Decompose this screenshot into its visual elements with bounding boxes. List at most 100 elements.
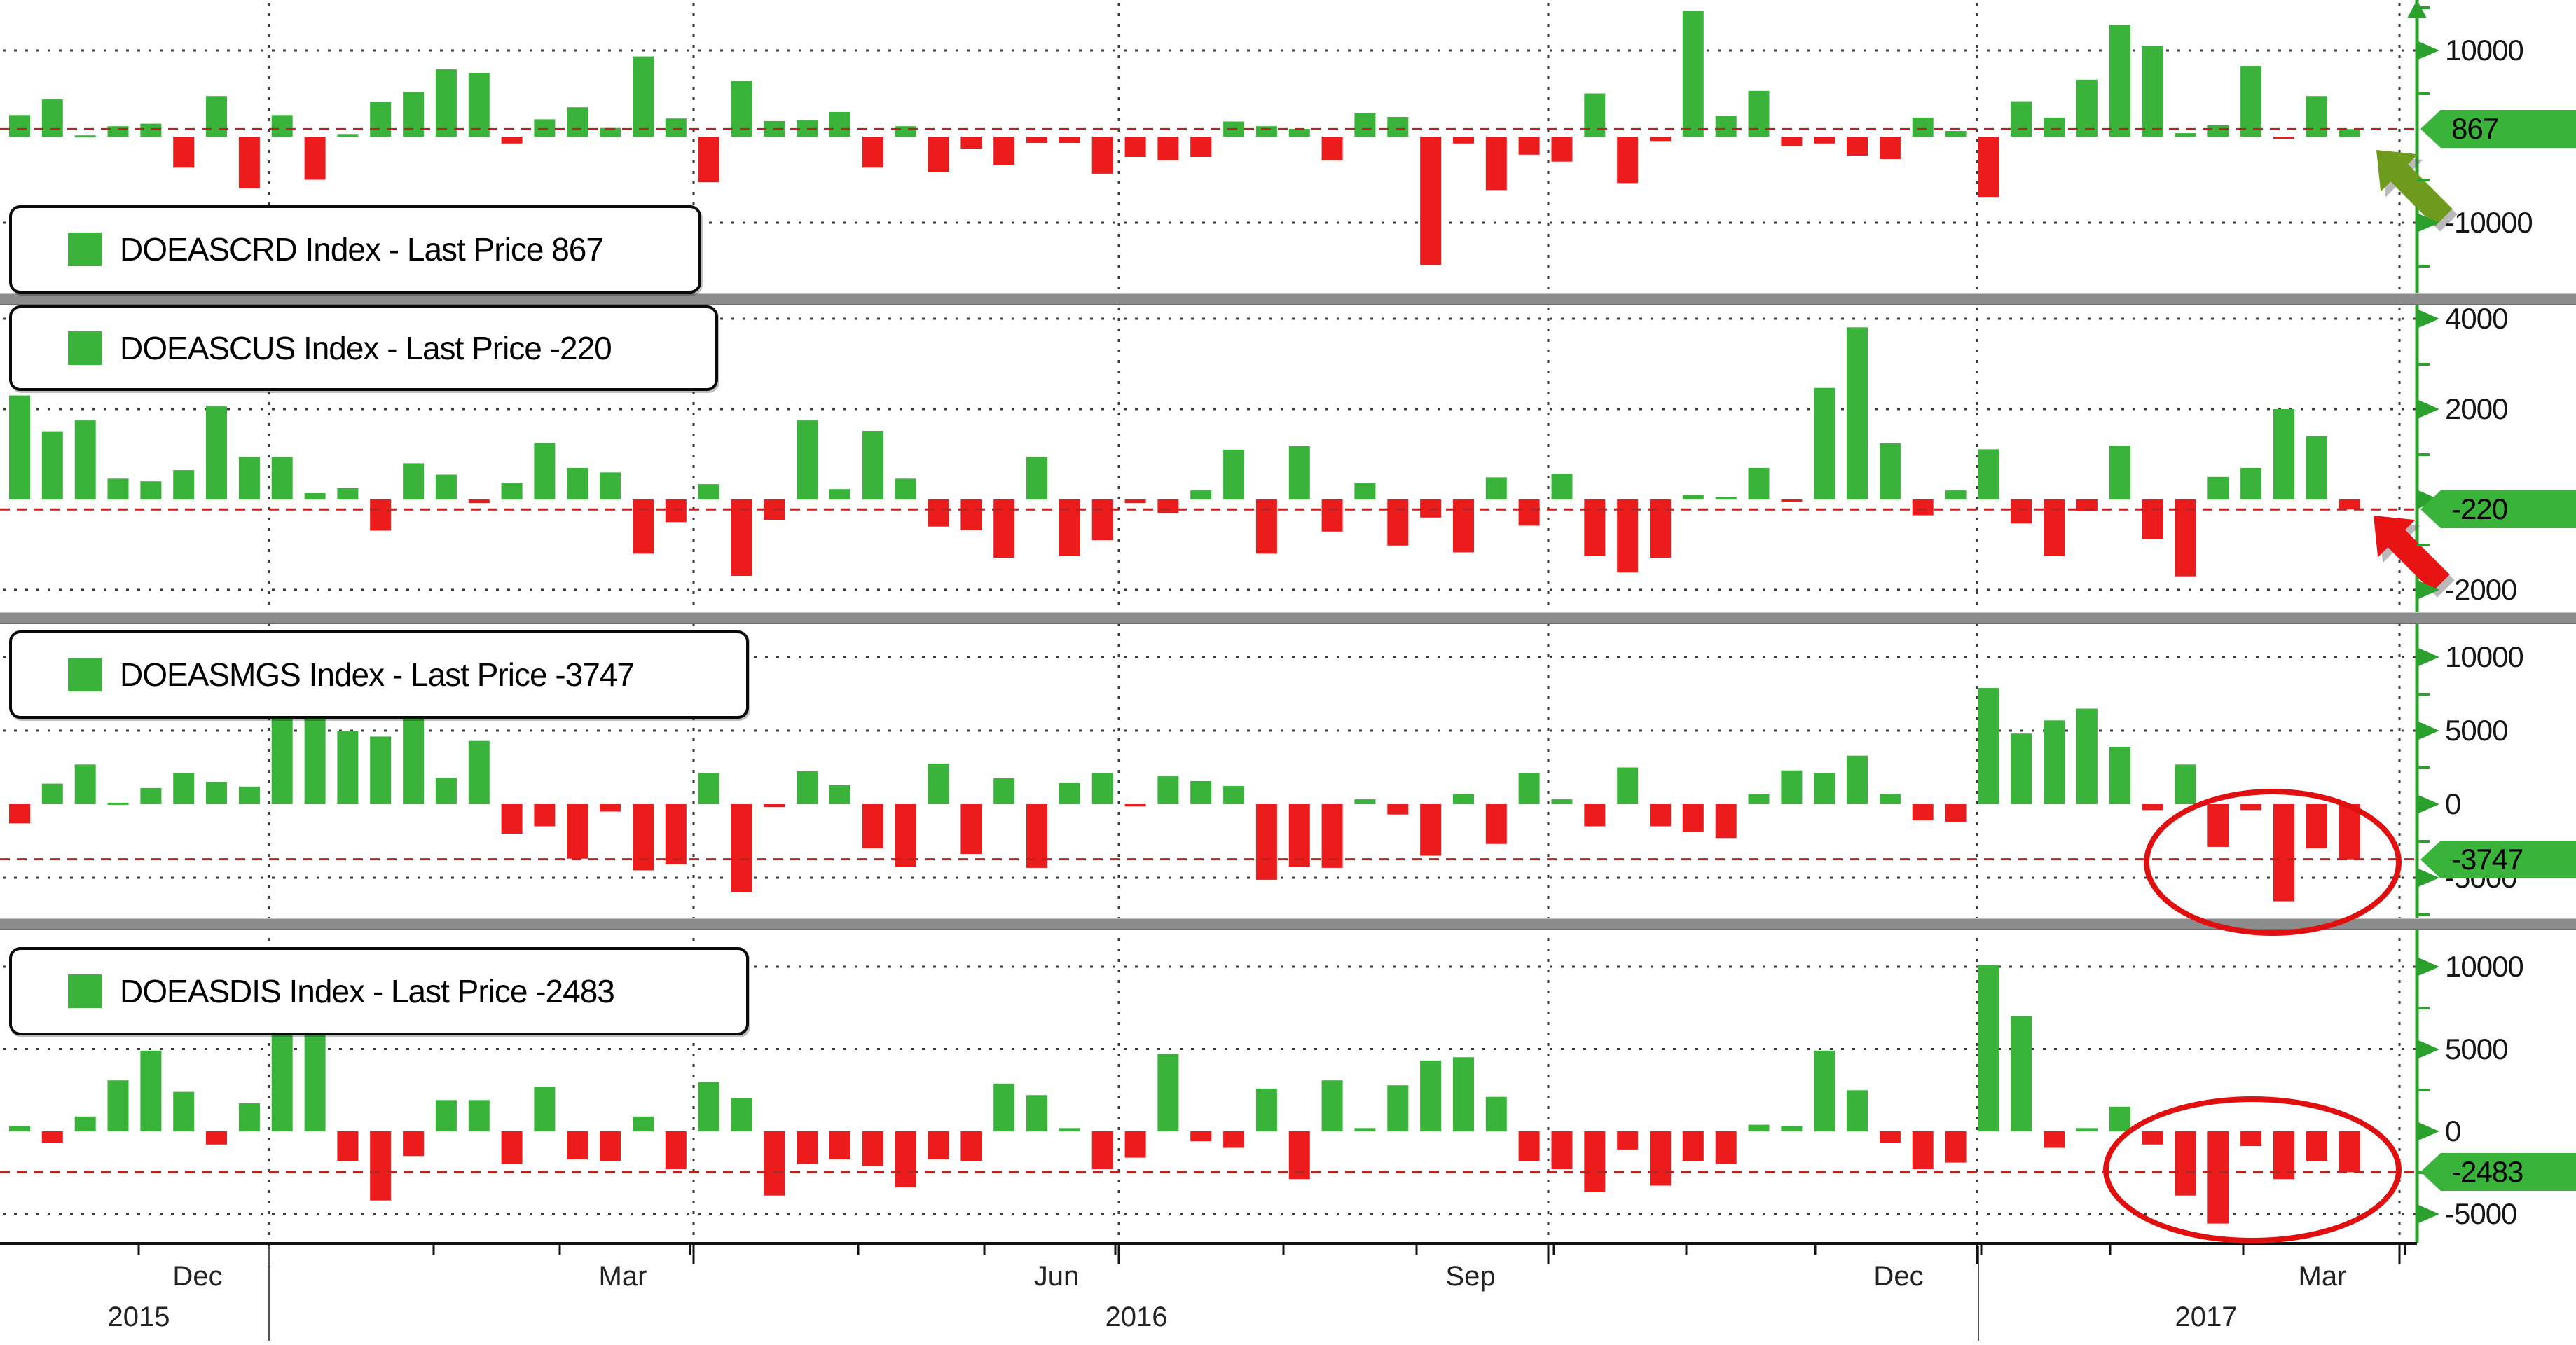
bar (1551, 474, 1573, 499)
panel-separator-2 (0, 612, 2576, 624)
bar (2109, 1106, 2130, 1132)
bar (337, 1131, 359, 1161)
legend-label: DOEASCRD Index - Last Price 867 (120, 231, 604, 268)
bar (633, 804, 654, 871)
bar (501, 483, 523, 499)
y-tick-arrow-icon (2418, 310, 2439, 328)
bar (2044, 720, 2065, 804)
bar (665, 1131, 687, 1169)
bar (1814, 773, 1835, 804)
bar (1518, 1131, 1540, 1161)
bar (403, 716, 425, 804)
bar (698, 1082, 719, 1131)
bar (1978, 688, 1999, 804)
panel-separator-1 (0, 293, 2576, 305)
bar (797, 420, 818, 499)
legend-doeascrd[interactable]: DOEASCRD Index - Last Price 867 (9, 205, 701, 294)
y-tick-label: 2000 (2445, 392, 2508, 425)
bar (1682, 804, 1704, 832)
bar (1288, 1131, 1310, 1180)
bar (1321, 499, 1343, 532)
bar (468, 73, 490, 137)
bar (764, 1131, 785, 1196)
bar (1847, 1090, 1868, 1132)
bar (271, 457, 293, 499)
annotation-ellipse-gasoline (2144, 789, 2402, 936)
bar (2142, 804, 2163, 811)
bar (1912, 117, 1934, 137)
bar (41, 431, 63, 499)
bar (665, 804, 687, 865)
green-arrow-icon (2376, 150, 2453, 226)
bar (1945, 804, 1967, 822)
bar (1682, 1131, 1704, 1161)
bar (1879, 137, 1901, 159)
bar (1682, 495, 1704, 499)
bar (435, 474, 457, 499)
bar (567, 804, 588, 859)
bar (1781, 770, 1803, 804)
legend-doeasmgs[interactable]: DOEASMGS Index - Last Price -3747 (9, 630, 749, 719)
bar (1978, 965, 1999, 1131)
bar (2175, 499, 2196, 577)
y-tick-label: 10000 (2445, 640, 2524, 673)
bar (435, 778, 457, 804)
bar (1584, 1131, 1606, 1192)
bar-series-DOEASCRD (9, 11, 2360, 265)
bar (140, 787, 162, 804)
bar (370, 102, 392, 137)
last-price-badge-doeasdis: -2483 (2420, 1153, 2576, 1191)
y-tick-label: 0 (2445, 1115, 2461, 1147)
bar (2339, 129, 2360, 137)
bar (1879, 794, 1901, 804)
bar (1715, 116, 1737, 137)
bar (501, 1131, 523, 1164)
bar (9, 1126, 30, 1131)
bar (1354, 1128, 1376, 1131)
bar (1124, 137, 1146, 157)
bar (403, 1131, 425, 1157)
bar (1879, 1131, 1901, 1143)
bar (1650, 1131, 1671, 1186)
panel-separator-3 (0, 918, 2576, 930)
bar (1485, 1096, 1507, 1132)
bar (140, 1050, 162, 1131)
y-axis-arrow-icon (2407, 0, 2427, 18)
legend-doeasdis[interactable]: DOEASDIS Index - Last Price -2483 (9, 947, 749, 1035)
bar (2076, 79, 2098, 137)
bar (1518, 499, 1540, 526)
bar (173, 137, 195, 168)
bar (1617, 499, 1639, 573)
bar (1453, 794, 1474, 804)
x-year-label: 2015 (107, 1302, 170, 1332)
bar (1354, 113, 1376, 137)
bar (1190, 781, 1212, 804)
bar (2240, 66, 2262, 137)
bar (1912, 499, 1934, 516)
bar (1091, 137, 1113, 174)
y-minor-tick (2417, 178, 2430, 181)
bar (797, 1131, 818, 1164)
x-month-label: Mar (2298, 1261, 2347, 1292)
bar (2011, 499, 2032, 524)
bar (1715, 804, 1737, 839)
y-tick-label: 0 (2445, 787, 2461, 820)
bar (41, 1131, 63, 1143)
bar (206, 406, 227, 499)
bar (960, 499, 982, 530)
y-tick-label: 5000 (2445, 714, 2508, 747)
bar (1091, 1131, 1113, 1169)
bar (2306, 96, 2327, 137)
legend-doeascus[interactable]: DOEASCUS Index - Last Price -220 (9, 305, 718, 391)
bar (2109, 25, 2130, 137)
bar (928, 764, 949, 804)
y-tick-arrow-icon (2418, 400, 2439, 418)
bar (1814, 137, 1835, 144)
bar (1354, 799, 1376, 804)
y-minor-tick (2417, 453, 2430, 456)
y-tick-arrow-icon (2418, 795, 2439, 813)
bar (1059, 499, 1080, 556)
bar (1387, 1085, 1409, 1131)
bar (1387, 117, 1409, 137)
